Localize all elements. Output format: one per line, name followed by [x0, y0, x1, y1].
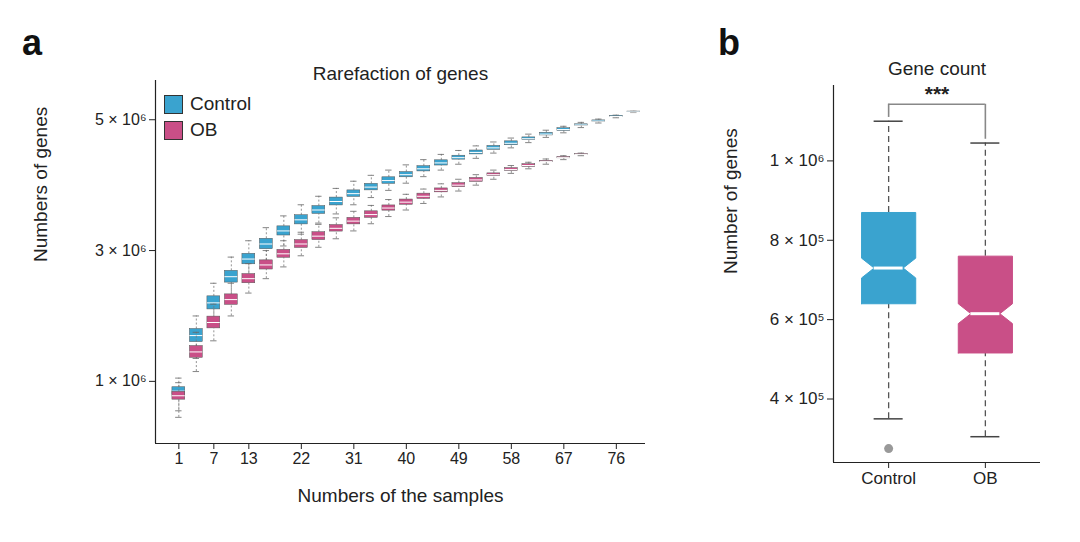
svg-text:5 × 10⁶: 5 × 10⁶ [95, 111, 147, 128]
svg-text:22: 22 [292, 450, 310, 467]
html-text:a: a [22, 22, 42, 63]
svg-text:76: 76 [607, 450, 625, 467]
svg-text:49: 49 [450, 450, 468, 467]
html-text:Control: Control [190, 93, 252, 114]
svg-text:40: 40 [397, 450, 415, 467]
svg-text:1 × 10⁶: 1 × 10⁶ [95, 372, 147, 389]
svg-text:***: *** [925, 82, 950, 105]
svg-text:67: 67 [555, 450, 573, 467]
svg-text:3 × 10⁶: 3 × 10⁶ [95, 242, 147, 259]
svg-text:Numbers of genes: Numbers of genes [30, 107, 51, 262]
html-text:OB: OB [190, 119, 218, 140]
svg-text:13: 13 [240, 450, 258, 467]
svg-text:1 × 10⁶: 1 × 10⁶ [770, 151, 825, 170]
svg-text:Number of genes: Number of genes [720, 128, 741, 274]
html-text:b: b [718, 22, 740, 63]
svg-text:Numbers of the samples: Numbers of the samples [298, 485, 504, 506]
svg-text:8 × 10⁵: 8 × 10⁵ [770, 231, 825, 250]
svg-text:31: 31 [345, 450, 363, 467]
svg-text:4 × 10⁵: 4 × 10⁵ [770, 389, 825, 408]
svg-text:Gene count: Gene count [888, 58, 987, 79]
svg-text:58: 58 [502, 450, 520, 467]
svg-text:OB: OB [973, 469, 998, 488]
svg-text:Rarefaction of genes: Rarefaction of genes [313, 63, 488, 84]
svg-text:Control: Control [861, 469, 916, 488]
svg-text:6 × 10⁵: 6 × 10⁵ [770, 310, 825, 329]
svg-text:1: 1 [174, 450, 183, 467]
svg-text:7: 7 [209, 450, 218, 467]
